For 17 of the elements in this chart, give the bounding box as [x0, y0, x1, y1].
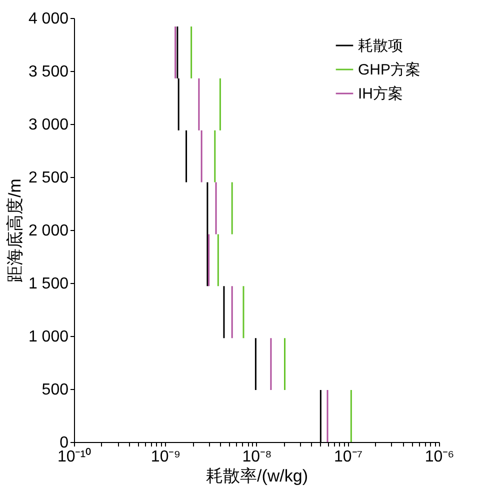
x-tick-label: 10⁻⁶ [424, 448, 454, 466]
legend-label: GHP方案 [358, 62, 421, 78]
y-tick-label: 1 000 [28, 328, 69, 346]
y-tick-label: 3 500 [28, 64, 69, 80]
y-tick-label: 500 [42, 382, 69, 398]
y-tick-label: 4 000 [28, 10, 69, 28]
x-tick-label: 10⁻⁸ [242, 448, 272, 466]
x-tick-label: 10⁻⁷ [334, 448, 363, 466]
x-axis-title: 耗散率/(w/kg) [206, 466, 308, 486]
legend-label: IH方案 [358, 86, 403, 102]
y-axis-title: 距海底高度/m [5, 178, 24, 282]
y-tick-label: 1 500 [28, 276, 69, 292]
y-tick-label: 2 500 [28, 170, 69, 186]
x-tick-label: 10⁻⁹ [150, 448, 181, 466]
y-tick-label: 2 000 [28, 222, 69, 240]
legend-label: 耗散项 [358, 38, 403, 54]
y-tick-label: 3 000 [28, 116, 69, 134]
